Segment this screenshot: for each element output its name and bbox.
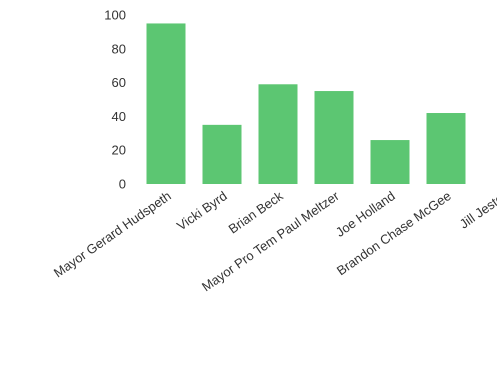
- y-tick-label: 40: [112, 109, 126, 124]
- bar: [426, 113, 466, 184]
- bars: [146, 23, 466, 185]
- bar: [258, 84, 298, 184]
- x-category-label: Vicki Byrd: [174, 188, 230, 233]
- y-tick-label: 60: [112, 75, 126, 90]
- bar: [370, 140, 410, 184]
- x-category-label: Mayor Gerard Hudspeth: [51, 188, 174, 280]
- x-category-label: Jill Jester: [457, 188, 497, 232]
- y-tick-label: 0: [119, 177, 126, 192]
- bar: [314, 91, 354, 184]
- y-axis: 0 20 40 60 80 100: [104, 8, 126, 192]
- bar: [202, 124, 242, 184]
- y-tick-label: 20: [112, 143, 126, 158]
- y-tick-label: 80: [112, 41, 126, 56]
- y-tick-label: 100: [104, 8, 126, 23]
- bar: [146, 23, 186, 185]
